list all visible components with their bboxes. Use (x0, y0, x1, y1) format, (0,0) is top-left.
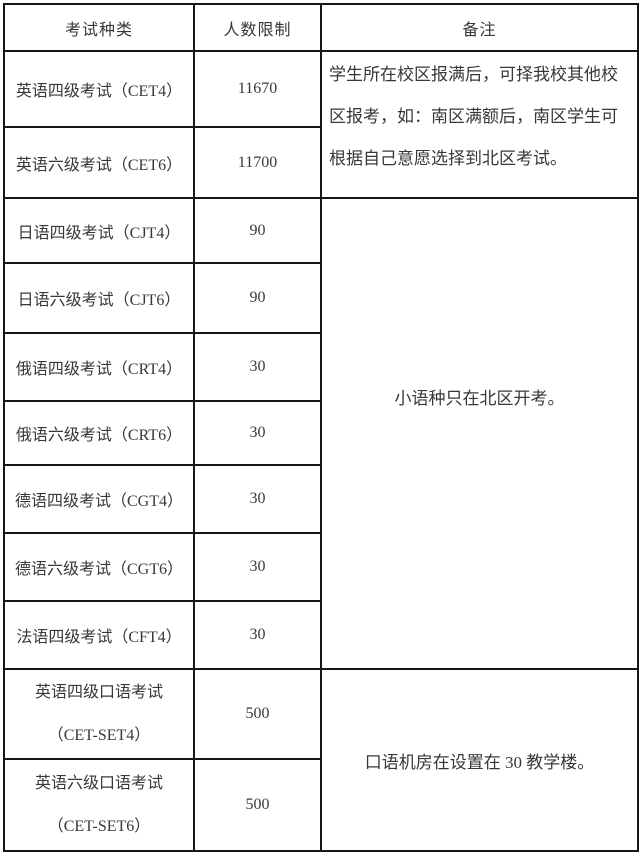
table-row: 日语四级考试（CJT4） 90 小语种只在北区开考。 (3, 197, 639, 670)
exam-name-cell: 德语四级考试（CGT4） (3, 464, 195, 534)
limit-cell: 11670 (193, 50, 322, 128)
limit-cell: 30 (193, 532, 322, 602)
exam-name-cell: 日语四级考试（CJT4） (3, 197, 195, 264)
table-row: 法语四级考试（CFT4） 30 (3, 600, 638, 670)
exam-name-cell: 英语六级口语考试 （CET-SET6） (3, 758, 195, 852)
header-exam-type: 考试种类 (3, 3, 195, 52)
exam-name-cell: 日语六级考试（CJT6） (3, 262, 195, 334)
exam-name-line2: （CET-SET6） (47, 818, 151, 835)
table-row: 日语六级考试（CJT6） 90 (3, 262, 638, 334)
exam-capacity-table: 考试种类 人数限制 备注 英语四级考试（CET4） 11670 学生所在校区报满… (3, 3, 639, 852)
exam-name-line1: 英语四级口语考试 (34, 684, 163, 701)
limit-cell: 90 (193, 262, 322, 334)
header-row: 考试种类 人数限制 备注 (3, 3, 639, 52)
limit-cell: 30 (193, 600, 322, 670)
limit-cell: 90 (193, 197, 322, 264)
table-row: 英语六级考试（CET6） 11700 (3, 126, 638, 199)
table-row: 俄语六级考试（CRT6） 30 (3, 400, 638, 466)
table-row: 英语四级口语考试 （CET-SET4） 500 口语机房在设置在 30 教学楼。 (3, 668, 639, 852)
note-campus-cell: 学生所在校区报满后，可择我校其他校 区报考，如：南区满额后，南区学生可 根据自己… (320, 50, 639, 199)
limit-cell: 30 (193, 332, 322, 402)
exam-name-cell: 俄语六级考试（CRT6） (3, 400, 195, 466)
note-line: 区报考，如：南区满额后，南区学生可 (329, 106, 618, 126)
header-limit: 人数限制 (193, 3, 322, 52)
table-row: 俄语四级考试（CRT4） 30 (3, 332, 638, 402)
note-oral-exam-cell: 口语机房在设置在 30 教学楼。 (320, 668, 639, 852)
exam-name-cell: 英语四级口语考试 （CET-SET4） (3, 668, 195, 760)
exam-name-cell: 英语四级考试（CET4） (3, 50, 195, 128)
exam-name-line1: 英语六级口语考试 (34, 775, 163, 792)
note-line: 根据自己意愿选择到北区考试。 (329, 148, 567, 168)
exam-name-cell: 俄语四级考试（CRT4） (3, 332, 195, 402)
header-note: 备注 (320, 3, 639, 52)
exam-name-cell: 德语六级考试（CGT6） (3, 532, 195, 602)
limit-cell: 11700 (193, 126, 322, 199)
table-row: 德语六级考试（CGT6） 30 (3, 532, 638, 602)
limit-cell: 30 (193, 464, 322, 534)
exam-name-line2: （CET-SET4） (47, 727, 151, 744)
exam-name-cell: 英语六级考试（CET6） (3, 126, 195, 199)
limit-cell: 500 (193, 668, 322, 760)
note-line: 学生所在校区报满后，可择我校其他校 (329, 64, 618, 84)
table-row: 英语六级口语考试 （CET-SET6） 500 (3, 758, 638, 852)
limit-cell: 500 (193, 758, 322, 852)
note-minor-languages-cell: 小语种只在北区开考。 (320, 197, 639, 670)
exam-name-cell: 法语四级考试（CFT4） (3, 600, 195, 670)
table-row: 英语四级考试（CET4） 11670 学生所在校区报满后，可择我校其他校 区报考… (3, 50, 639, 199)
table-row: 德语四级考试（CGT4） 30 (3, 464, 638, 534)
limit-cell: 30 (193, 400, 322, 466)
